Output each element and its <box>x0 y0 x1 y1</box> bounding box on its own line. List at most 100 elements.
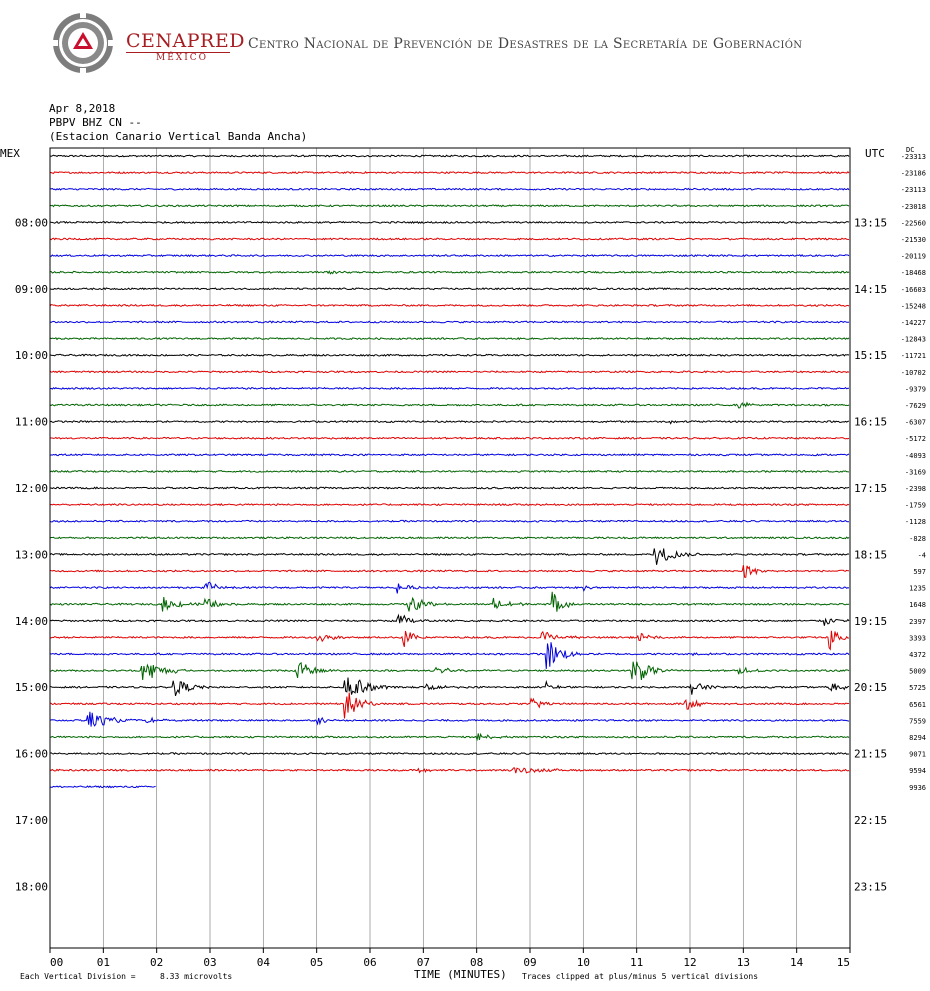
dc-offset-label: -9379 <box>905 385 926 393</box>
dc-offset-label: -21530 <box>901 236 926 244</box>
dc-offset-label: -20119 <box>901 253 926 261</box>
dc-offset-label: -11721 <box>901 352 926 360</box>
trace-23 <box>49 536 850 540</box>
dc-offset-label: 5009 <box>909 668 926 676</box>
trace-18 <box>49 453 850 457</box>
x-tick-label: 01 <box>97 956 110 969</box>
trace-22 <box>49 519 850 523</box>
trace-14 <box>49 386 849 390</box>
x-tick-label: 05 <box>310 956 323 969</box>
trace-35 <box>49 732 850 742</box>
trace-6 <box>49 254 850 258</box>
left-tick-label: 10:00 <box>15 349 48 362</box>
left-tick-label: 11:00 <box>15 416 48 429</box>
trace-1 <box>49 171 850 175</box>
cenapred-logo <box>50 10 116 76</box>
x-tick-label: 09 <box>523 956 536 969</box>
left-tick-label: 09:00 <box>15 283 48 296</box>
trace-15 <box>49 401 850 409</box>
right-tick-label: 22:15 <box>854 814 887 827</box>
right-tick-label: 21:15 <box>854 748 887 761</box>
x-tick-label: 06 <box>363 956 376 969</box>
x-tick-label: 15 <box>837 956 850 969</box>
left-tick-label: 13:00 <box>15 548 48 561</box>
x-tick-label: 11 <box>630 956 643 969</box>
dc-offset-label: 9936 <box>909 784 926 792</box>
trace-0 <box>49 154 850 158</box>
scale-label: Each Vertical Division = <box>20 972 136 981</box>
dc-offset-label: -1759 <box>905 502 926 510</box>
dc-offset-label: -16603 <box>901 286 926 294</box>
trace-33 <box>49 692 850 719</box>
dc-offset-label: -18468 <box>901 269 926 277</box>
dc-offset-label: -3169 <box>905 468 926 476</box>
right-tick-label: 23:15 <box>854 880 887 893</box>
right-tick-label: 14:15 <box>854 283 887 296</box>
dc-offset-label: 5725 <box>909 684 926 692</box>
right-tick-label: 15:15 <box>854 349 887 362</box>
dc-offset-label: -23113 <box>901 186 926 194</box>
x-tick-label: 03 <box>203 956 216 969</box>
dc-offset-label: -7629 <box>905 402 926 410</box>
dc-offset-label: -23186 <box>901 170 926 178</box>
dc-offset-label: 2397 <box>909 618 926 626</box>
x-tick-label: 04 <box>257 956 271 969</box>
brand-subtitle: MÉXICO <box>156 53 209 63</box>
left-tick-label: 14:00 <box>15 615 48 628</box>
trace-11 <box>49 337 850 341</box>
left-tick-label: 12:00 <box>15 482 48 495</box>
clip-note: Traces clipped at plus/minus 5 vertical … <box>522 972 758 981</box>
x-tick-label: 14 <box>790 956 804 969</box>
dc-offset-label: 4372 <box>909 651 926 659</box>
trace-4 <box>49 220 850 224</box>
brand-name: CENAPRED <box>126 30 245 52</box>
left-tick-label: 16:00 <box>15 748 48 761</box>
header-banner: CENAPRED MÉXICO Centro Nacional de Preve… <box>0 0 930 90</box>
trace-13 <box>49 370 850 374</box>
agency-name: Centro Nacional de Prevención de Desastr… <box>248 36 803 52</box>
trace-16 <box>49 420 850 425</box>
trace-24 <box>49 548 850 565</box>
trace-25 <box>49 565 849 578</box>
left-tick-label: 17:00 <box>15 814 48 827</box>
trace-31 <box>49 661 850 680</box>
trace-2 <box>49 187 850 191</box>
trace-34 <box>49 711 850 727</box>
left-tick-label: 18:00 <box>15 880 48 893</box>
dc-offset-label: 3393 <box>909 634 926 642</box>
trace-27 <box>49 591 850 612</box>
dc-offset-label: -12843 <box>901 336 926 344</box>
trace-layer <box>49 154 850 789</box>
trace-3 <box>49 204 850 208</box>
right-tick-label: 19:15 <box>854 615 887 628</box>
dc-offset-label: -14227 <box>901 319 926 327</box>
x-tick-label: 02 <box>150 956 163 969</box>
right-tick-label: 20:15 <box>854 681 887 694</box>
dc-offset-label: -1128 <box>905 518 926 526</box>
dc-offset-label: 8294 <box>909 734 926 742</box>
dc-offset-label: -5172 <box>905 435 926 443</box>
dc-offset-label: -23313 <box>901 153 926 161</box>
dc-offset-label: 9594 <box>909 767 926 775</box>
brand-rule <box>126 52 230 53</box>
trace-12 <box>49 353 850 357</box>
trace-9 <box>49 303 850 307</box>
dc-offset-label: -6307 <box>905 419 926 427</box>
trace-26 <box>49 581 850 594</box>
trace-19 <box>49 469 850 473</box>
left-axis-title: MEX <box>0 147 20 160</box>
station-name: (Estacion Canario Vertical Banda Ancha) <box>49 130 308 143</box>
trace-5 <box>49 237 850 241</box>
left-tick-label: 15:00 <box>15 681 48 694</box>
trace-21 <box>49 503 850 507</box>
right-tick-label: 16:15 <box>854 416 887 429</box>
axis-labels: 08:00 13:15 09:00 14:15 10:00 15:15 11:00 16:15… <box>15 153 926 969</box>
trace-8 <box>49 287 850 291</box>
dc-offset-label: 597 <box>913 568 926 576</box>
dc-offset-label: 9071 <box>909 751 926 759</box>
trace-20 <box>50 486 850 490</box>
trace-10 <box>49 320 850 324</box>
x-tick-label: 13 <box>737 956 750 969</box>
x-tick-label: 00 <box>50 956 63 969</box>
right-tick-label: 13:15 <box>854 216 887 229</box>
